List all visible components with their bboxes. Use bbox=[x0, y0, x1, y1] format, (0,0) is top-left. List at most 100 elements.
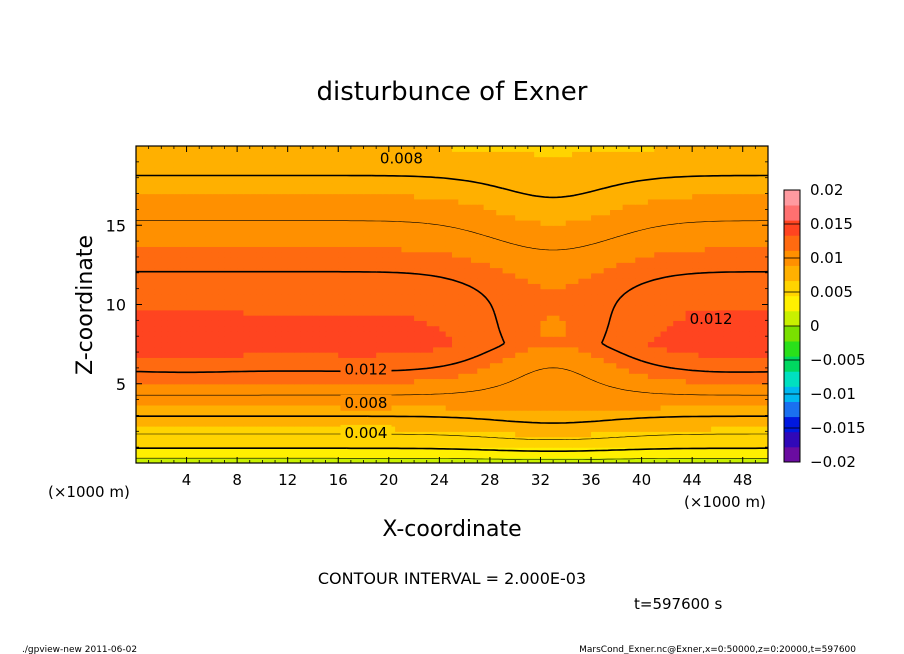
field-cell bbox=[546, 357, 554, 364]
field-cell bbox=[294, 378, 301, 385]
field-cell bbox=[452, 272, 459, 279]
field-cell bbox=[660, 293, 668, 300]
field-cell bbox=[666, 325, 674, 332]
field-cell bbox=[376, 299, 384, 306]
field-cell bbox=[749, 325, 756, 332]
field-cell bbox=[698, 394, 706, 401]
field-cell bbox=[154, 415, 162, 422]
field-cell bbox=[546, 394, 554, 401]
field-cell bbox=[300, 452, 308, 459]
field-cell bbox=[654, 309, 662, 316]
field-cell bbox=[534, 251, 542, 258]
field-cell bbox=[666, 404, 674, 411]
field-cell bbox=[654, 447, 662, 454]
field-cell bbox=[192, 452, 200, 459]
field-cell bbox=[717, 272, 725, 279]
field-cell bbox=[281, 204, 289, 210]
field-cell bbox=[464, 225, 472, 232]
field-cell bbox=[357, 214, 365, 221]
field-cell bbox=[256, 389, 263, 395]
field-cell bbox=[603, 230, 611, 237]
field-cell bbox=[325, 198, 333, 205]
field-cell bbox=[369, 262, 377, 269]
field-cell bbox=[464, 420, 472, 427]
field-cell bbox=[742, 251, 750, 258]
field-cell bbox=[628, 219, 636, 226]
field-cell bbox=[647, 452, 655, 459]
field-cell bbox=[591, 278, 598, 284]
field-cell bbox=[211, 204, 219, 210]
field-cell bbox=[395, 251, 403, 258]
field-cell bbox=[426, 346, 434, 353]
field-cell bbox=[515, 241, 523, 247]
field-cell bbox=[325, 357, 333, 364]
field-cell bbox=[306, 320, 314, 327]
field-cell bbox=[420, 415, 428, 422]
field-cell bbox=[357, 278, 365, 284]
field-cell bbox=[458, 447, 466, 454]
field-cell bbox=[205, 410, 213, 417]
field-cell bbox=[742, 399, 750, 406]
field-cell bbox=[319, 241, 327, 247]
field-cell bbox=[616, 209, 624, 216]
field-cell bbox=[306, 267, 314, 274]
field-cell bbox=[540, 394, 548, 401]
field-cell bbox=[534, 362, 542, 369]
field-cell bbox=[521, 373, 529, 380]
field-cell bbox=[591, 436, 598, 443]
field-cell bbox=[584, 304, 592, 311]
field-cell bbox=[521, 336, 529, 343]
field-cell bbox=[755, 452, 763, 459]
field-cell bbox=[584, 378, 592, 385]
field-cell bbox=[603, 415, 611, 422]
field-cell bbox=[256, 404, 263, 411]
field-cell bbox=[673, 357, 681, 364]
field-cell bbox=[685, 389, 693, 395]
field-cell bbox=[388, 399, 396, 406]
field-cell bbox=[306, 415, 314, 422]
field-cell bbox=[698, 410, 706, 417]
field-cell bbox=[742, 325, 750, 332]
field-cell bbox=[610, 410, 617, 417]
field-cell bbox=[407, 214, 415, 221]
field-cell bbox=[603, 352, 611, 358]
field-cell bbox=[546, 330, 554, 337]
field-cell bbox=[414, 452, 421, 459]
field-cell bbox=[173, 246, 181, 253]
field-cell bbox=[502, 325, 510, 332]
field-cell bbox=[306, 309, 314, 316]
field-cell bbox=[357, 262, 365, 269]
field-cell bbox=[559, 283, 567, 290]
field-cell bbox=[199, 447, 207, 454]
field-cell bbox=[736, 309, 744, 316]
field-cell bbox=[641, 426, 649, 432]
field-cell bbox=[192, 457, 200, 463]
field-cell bbox=[319, 447, 327, 454]
field-cell bbox=[281, 389, 289, 395]
field-cell bbox=[610, 336, 617, 343]
field-cell bbox=[369, 293, 377, 300]
field-cell bbox=[154, 447, 162, 454]
field-cell bbox=[711, 436, 719, 443]
field-cell bbox=[540, 304, 548, 311]
field-cell bbox=[281, 304, 289, 311]
field-cell bbox=[597, 357, 605, 364]
field-cell bbox=[761, 315, 768, 321]
field-cell bbox=[635, 320, 643, 327]
field-cell bbox=[534, 209, 542, 216]
field-cell bbox=[167, 436, 175, 443]
field-cell bbox=[287, 389, 295, 395]
field-cell bbox=[515, 341, 523, 348]
field-cell bbox=[275, 304, 282, 311]
field-cell bbox=[477, 241, 485, 247]
field-cell bbox=[610, 330, 617, 337]
field-cell bbox=[647, 235, 655, 242]
field-cell bbox=[502, 346, 510, 353]
field-cell bbox=[294, 262, 301, 269]
field-cell bbox=[148, 415, 156, 422]
field-cell bbox=[477, 383, 485, 390]
field-cell bbox=[572, 315, 579, 321]
field-cell bbox=[243, 378, 251, 385]
field-cell bbox=[597, 431, 605, 438]
field-cell bbox=[464, 272, 472, 279]
